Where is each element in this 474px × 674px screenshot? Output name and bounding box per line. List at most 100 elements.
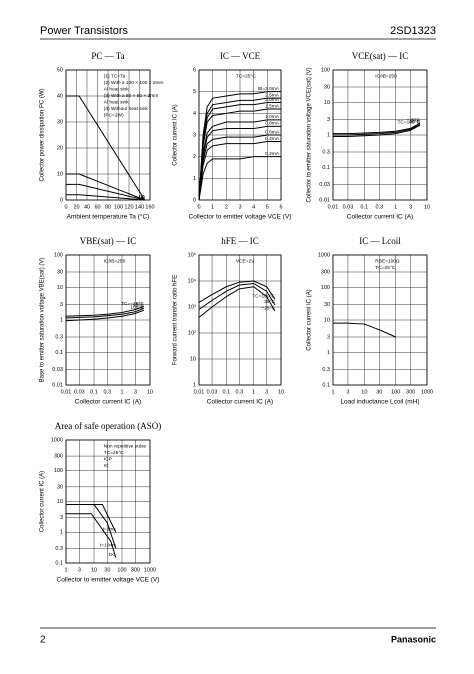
x-axis-label: Collector current IC (A) — [75, 399, 141, 406]
y-tick-label: 300 — [54, 454, 63, 460]
x-tick-label: 1 — [120, 389, 123, 395]
y-tick-label: 6 — [193, 67, 196, 73]
brand: Panasonic — [391, 634, 436, 644]
x-tick-label: 0.3 — [104, 389, 112, 395]
y-tick-label: 4 — [193, 111, 196, 117]
x-axis-label: Ambient temperature Ta (°C) — [67, 213, 150, 221]
y-tick-label: 1 — [327, 350, 330, 356]
x-tick-label: 10 — [424, 204, 430, 210]
x-tick-label: 40 — [84, 204, 90, 210]
x-tick-label: 0.1 — [90, 389, 98, 395]
curve — [198, 125, 281, 201]
y-axis-label: Collector to emitter saturation voltage … — [307, 67, 313, 202]
y-tick-label: 0.3 — [322, 149, 330, 155]
curve — [198, 156, 281, 201]
plot-frame — [65, 69, 151, 201]
y-tick-label: 0.1 — [322, 165, 330, 171]
curve — [333, 124, 421, 137]
x-tick-label: 0.01 — [194, 389, 205, 395]
y-tick-label: 20 — [57, 145, 63, 151]
x-tick-label: 10 — [361, 389, 367, 395]
curve-label: 100°C — [130, 304, 144, 310]
chart-title: IC — VCE — [220, 51, 261, 61]
header-part: 2SD1323 — [390, 25, 436, 37]
x-axis-label: Collector current IC (A) — [207, 399, 273, 406]
y-tick-label: 10 — [190, 356, 196, 362]
x-tick-label: 10 — [91, 567, 97, 573]
x-tick-label: 0.3 — [375, 204, 383, 210]
curve-label: 0.8mA — [265, 121, 280, 127]
x-tick-label: 20 — [73, 204, 79, 210]
curve-label: t=10ms — [100, 543, 116, 549]
y-tick-label: 10⁵ — [188, 251, 196, 258]
x-tick-label: 60 — [94, 204, 100, 210]
y-tick-label: 50 — [57, 67, 63, 73]
y-tick-label: 30 — [57, 269, 63, 275]
y-tick-label: 5 — [193, 89, 196, 95]
y-tick-label: 3 — [193, 132, 196, 138]
plot-frame — [198, 254, 282, 386]
curve-label: 0.4mA — [265, 136, 280, 142]
chart-title: hFE — IC — [221, 236, 259, 246]
x-tick-label: 3 — [238, 204, 241, 210]
curve-label: 2.5mA — [265, 92, 280, 98]
plot-frame — [65, 254, 151, 386]
curve — [198, 134, 281, 201]
x-tick-label: 1 — [211, 204, 214, 210]
y-tick-label: 3 — [327, 117, 330, 123]
annotation: (PC=2W) — [104, 112, 124, 118]
y-axis-label: Base to emitter saturation voltage VBE(s… — [40, 258, 46, 383]
annotation: Non repetitive pulse — [104, 443, 147, 449]
y-tick-label: 300 — [321, 269, 330, 275]
chart-title: IC — Lcoil — [359, 236, 401, 246]
y-tick-label: 0.03 — [52, 367, 63, 373]
x-axis-label: Collector to emitter voltage VCE (V) — [189, 214, 292, 221]
curve — [198, 280, 276, 303]
x-tick-label: 100 — [117, 567, 126, 573]
annotation: Al heat sink — [104, 99, 129, 105]
x-tick-label: 0.3 — [236, 389, 244, 395]
annotation: TC=25°C — [236, 73, 256, 79]
curve — [66, 513, 117, 558]
y-tick-label: 1 — [60, 317, 63, 323]
y-tick-label: 30 — [57, 119, 63, 125]
plot-frame — [65, 439, 151, 564]
x-tick-label: 1000 — [421, 389, 433, 395]
curve — [198, 102, 281, 201]
y-axis-label: Collector current IC (A) — [307, 289, 313, 350]
y-tick-label: 1 — [193, 382, 196, 388]
curve — [66, 503, 117, 533]
curve — [65, 306, 144, 317]
annotation: IC/IB=250 — [375, 73, 397, 79]
x-tick-label: 10 — [278, 389, 284, 395]
y-tick-label: 10 — [57, 499, 63, 505]
x-tick-label: 30 — [104, 567, 110, 573]
chart-title: PC — Ta — [91, 51, 124, 61]
annotation: (4) Without heat sink — [104, 106, 149, 112]
y-tick-label: 2 — [193, 154, 196, 160]
x-tick-label: 0.1 — [223, 389, 231, 395]
chart-title: VBE(sat) — IC — [80, 236, 137, 246]
annotation: IC — [104, 463, 109, 469]
y-tick-label: 10 — [57, 285, 63, 291]
y-tick-label: 0.3 — [55, 546, 63, 552]
annotation: IC/IB=250 — [104, 258, 126, 264]
y-tick-label: 0.01 — [319, 197, 330, 203]
x-tick-label: 0.01 — [328, 204, 339, 210]
y-axis-label: Forward current transfer ratio hFE — [173, 275, 179, 365]
curve-label: (1) — [139, 194, 145, 200]
x-tick-label: 300 — [406, 389, 415, 395]
curve-label: (3) — [139, 194, 145, 200]
curve — [198, 91, 281, 201]
curve-label: −25°C — [407, 118, 421, 124]
x-tick-label: 300 — [131, 567, 140, 573]
x-tick-label: 30 — [376, 389, 382, 395]
y-tick-label: 1 — [60, 530, 63, 536]
x-tick-label: 2 — [225, 204, 228, 210]
curve-label: TC=−25°C — [121, 301, 144, 307]
x-tick-label: 1000 — [144, 567, 156, 573]
curve — [333, 124, 421, 136]
x-tick-label: 140 — [135, 204, 144, 210]
curve-label: IB=3.0mA — [258, 86, 280, 92]
